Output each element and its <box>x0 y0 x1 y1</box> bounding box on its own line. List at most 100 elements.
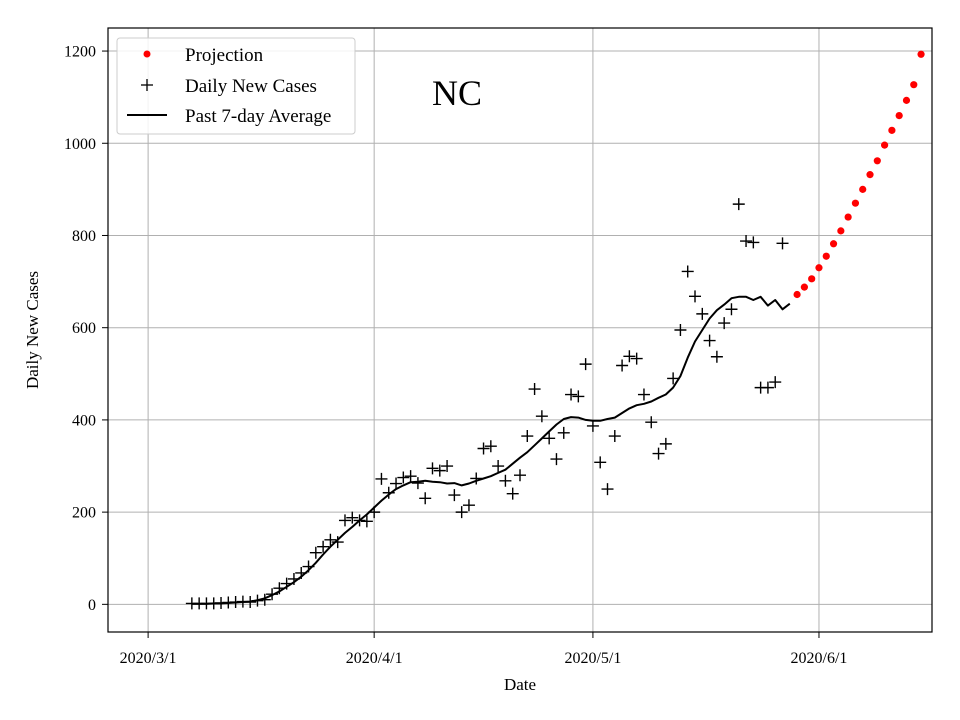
daily-cases-point <box>331 536 344 549</box>
daily-cases-point <box>616 359 629 372</box>
projection-series <box>793 50 925 299</box>
daily-cases-point <box>667 372 680 385</box>
daily-cases-point <box>732 198 745 211</box>
legend-projection-label: Projection <box>185 45 264 66</box>
daily-cases-point <box>761 381 774 394</box>
daily-cases-point <box>579 358 592 371</box>
y-tick-label: 0 <box>88 597 96 614</box>
daily-cases-point <box>637 388 650 401</box>
projection-point <box>895 112 903 120</box>
daily-cases-point <box>338 514 351 527</box>
grid-lines <box>108 28 932 632</box>
daily-cases-point <box>535 410 548 423</box>
daily-cases-point <box>470 472 483 485</box>
daily-cases-point <box>601 483 614 496</box>
seven-day-average-series <box>191 295 791 605</box>
daily-cases-point <box>346 511 359 524</box>
y-tick-label: 800 <box>72 228 96 245</box>
daily-cases-point <box>404 470 417 483</box>
x-tick-label: 2020/5/1 <box>564 650 621 667</box>
projection-point <box>866 171 874 179</box>
daily-cases-point <box>776 237 789 250</box>
y-tick-label: 1200 <box>64 44 96 61</box>
daily-cases-point <box>696 307 709 320</box>
legend-projection-marker <box>143 50 151 58</box>
daily-cases-point <box>608 430 621 443</box>
daily-cases-point <box>441 460 454 473</box>
legend-daily-cases-label: Daily New Cases <box>185 76 317 97</box>
daily-cases-point <box>426 462 439 475</box>
chart-title: NC <box>432 73 482 113</box>
y-tick-label: 400 <box>72 412 96 429</box>
x-tick-label: 2020/3/1 <box>120 650 177 667</box>
x-axis-label: Date <box>504 675 536 694</box>
daily-cases-point <box>689 290 702 303</box>
x-tick-label: 2020/6/1 <box>791 650 848 667</box>
daily-cases-point <box>455 506 468 519</box>
daily-cases-point <box>492 460 505 473</box>
legend-box <box>116 37 356 135</box>
daily-cases-point <box>557 426 570 439</box>
y-tick-marks: 0 200 400 600 800 1000 1200 <box>64 44 108 614</box>
projection-point <box>837 227 845 235</box>
daily-cases-point <box>710 350 723 363</box>
daily-cases-point <box>718 317 731 330</box>
daily-cases-point <box>360 515 373 528</box>
projection-point <box>888 126 896 134</box>
y-tick-label: 1000 <box>64 136 96 153</box>
daily-cases-point <box>528 383 541 396</box>
daily-cases-point <box>740 235 753 248</box>
daily-cases-point <box>747 236 760 249</box>
projection-point <box>910 81 918 89</box>
daily-cases-point <box>623 350 636 363</box>
x-tick-marks: 2020/3/1 2020/4/1 2020/5/1 2020/6/1 <box>120 632 848 667</box>
daily-cases-point <box>565 388 578 401</box>
daily-cases-point <box>703 334 716 347</box>
daily-cases-point <box>309 546 322 559</box>
daily-cases-point <box>390 477 403 490</box>
daily-cases-point <box>462 499 475 512</box>
daily-cases-point <box>484 440 497 453</box>
daily-cases-point <box>375 472 388 485</box>
projection-point <box>881 141 889 149</box>
legend-daily-cases-marker <box>141 79 153 91</box>
daily-cases-point <box>674 324 687 336</box>
daily-cases-point <box>324 533 337 546</box>
legend: Projection Daily New Cases Past 7-day Av… <box>116 37 356 135</box>
daily-cases-point <box>506 487 519 500</box>
daily-cases-point <box>521 430 534 443</box>
projection-point <box>844 213 852 221</box>
daily-cases-point <box>411 477 424 490</box>
daily-cases-point <box>630 352 643 365</box>
daily-cases-point <box>645 416 658 429</box>
daily-cases-point <box>550 453 563 466</box>
projection-point <box>851 199 860 207</box>
daily-cases-point <box>499 474 512 487</box>
projection-point <box>902 96 911 104</box>
daily-cases-point <box>514 469 526 482</box>
projection-point <box>822 252 830 260</box>
projection-point <box>873 157 881 165</box>
daily-cases-point <box>419 492 432 505</box>
daily-cases-point <box>659 437 672 450</box>
y-tick-label: 600 <box>72 320 96 337</box>
daily-cases-point <box>477 442 490 455</box>
daily-cases-point <box>586 419 599 432</box>
projection-point <box>815 264 823 272</box>
plot-frame <box>107 27 933 633</box>
daily-cases-point <box>725 303 738 316</box>
daily-cases-point <box>543 432 556 445</box>
daily-cases-point <box>397 471 410 484</box>
legend-average-label: Past 7-day Average <box>185 106 331 127</box>
projection-point <box>800 283 808 291</box>
x-tick-label: 2020/4/1 <box>346 650 403 667</box>
daily-cases-point <box>433 464 446 477</box>
daily-cases-point <box>769 376 782 389</box>
daily-cases-point <box>317 540 330 553</box>
projection-point <box>829 240 838 248</box>
y-axis-label: Daily New Cases <box>23 271 42 389</box>
daily-cases-point <box>681 265 694 278</box>
daily-cases-point <box>572 390 585 403</box>
daily-cases-point <box>448 489 461 502</box>
